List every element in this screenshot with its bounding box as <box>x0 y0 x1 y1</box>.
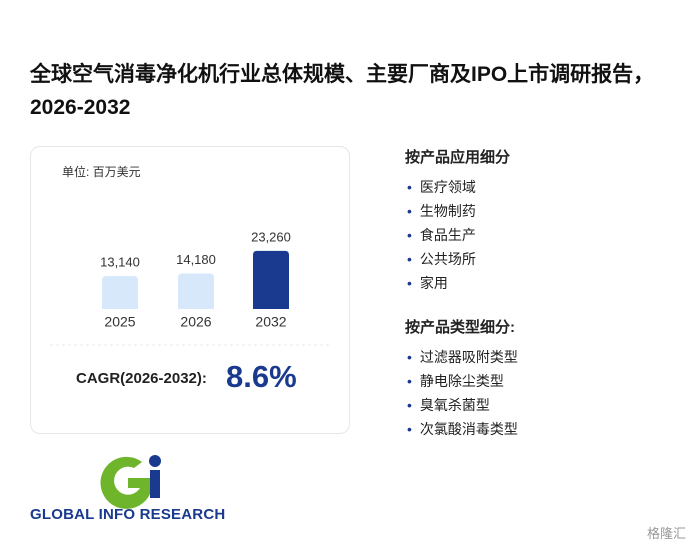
unit-label: 单位: 百万美元 <box>62 164 141 179</box>
x-tick-label: 2026 <box>180 314 211 330</box>
title: 全球空气消毒净化机行业总体规模、主要厂商及IPO上市调研报告，2026-2032 <box>30 63 655 119</box>
value-label: 13,140 <box>100 255 140 270</box>
segment-item: 臭氧杀菌型 <box>407 395 490 415</box>
logo-mark <box>100 455 161 509</box>
segment-title: 按产品类型细分: <box>405 319 515 336</box>
bar <box>102 276 138 309</box>
segment-title: 按产品应用细分 <box>405 149 511 166</box>
x-tick-label: 2032 <box>255 314 286 330</box>
segment-item: 静电除尘类型 <box>407 371 504 391</box>
segment-item: 生物制药 <box>407 201 476 221</box>
bar <box>178 273 214 309</box>
chart-card <box>30 146 350 434</box>
logo-text: GLOBAL INFO RESEARCH <box>30 506 226 523</box>
x-tick-label: 2025 <box>104 314 135 330</box>
segment-item: 家用 <box>407 273 448 293</box>
value-label: 23,260 <box>251 229 291 244</box>
watermark: 格隆汇 <box>646 526 686 541</box>
segment-item: 过滤器吸附类型 <box>407 347 518 367</box>
segment-item: 次氯酸消毒类型 <box>407 419 518 439</box>
value-label: 14,180 <box>176 252 216 267</box>
segment-item: 医疗领域 <box>407 177 476 197</box>
segment-item: 食品生产 <box>407 225 476 245</box>
bar <box>253 250 289 309</box>
cagr-value: 8.6% <box>226 359 297 394</box>
cagr-label: CAGR(2026-2032): <box>76 370 207 387</box>
segment-item: 公共场所 <box>407 249 476 269</box>
